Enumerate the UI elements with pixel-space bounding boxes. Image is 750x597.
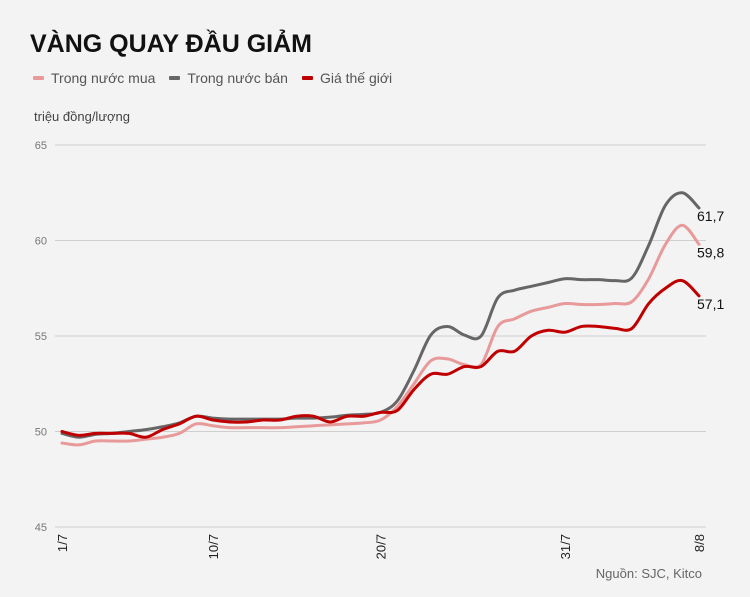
end-value-label: 61,7 bbox=[697, 208, 724, 224]
end-value-label: 57,1 bbox=[697, 296, 724, 312]
legend-swatch bbox=[301, 76, 313, 80]
series-line-1 bbox=[60, 191, 701, 439]
x-tick-label: 10/7 bbox=[206, 534, 221, 559]
x-tick-label: 1/7 bbox=[55, 534, 70, 552]
legend-item-world: Giá thế giới bbox=[301, 70, 393, 86]
chart-title: VÀNG QUAY ĐẦU GIẢM bbox=[30, 30, 312, 58]
series-line-2 bbox=[60, 278, 701, 439]
y-axis-unit: triệu đồng/lượng bbox=[34, 109, 131, 124]
end-value-label: 59,8 bbox=[697, 244, 724, 260]
y-tick-label: 45 bbox=[35, 522, 47, 534]
legend-item-mua: Trong nước mua bbox=[33, 70, 155, 86]
legend-label: Trong nước mua bbox=[51, 70, 156, 86]
x-tick-label: 20/7 bbox=[374, 534, 389, 559]
source-note: Nguồn: SJC, Kitco bbox=[595, 566, 702, 581]
legend-item-ban: Trong nước bán bbox=[169, 70, 288, 86]
legend: Trong nước mua Trong nước bán Giá thế gi… bbox=[33, 70, 392, 86]
y-tick-label: 65 bbox=[35, 140, 47, 152]
legend-label: Trong nước bán bbox=[187, 70, 288, 86]
y-tick-label: 60 bbox=[35, 236, 47, 248]
x-tick-label: 31/7 bbox=[558, 534, 573, 559]
y-tick-label: 55 bbox=[35, 331, 47, 343]
x-tick-label: 8/8 bbox=[692, 534, 707, 552]
series-line-0 bbox=[60, 223, 701, 447]
legend-swatch bbox=[169, 76, 181, 80]
y-tick-label: 50 bbox=[35, 427, 47, 439]
legend-swatch bbox=[33, 76, 44, 80]
legend-label: Giá thế giới bbox=[319, 70, 393, 86]
